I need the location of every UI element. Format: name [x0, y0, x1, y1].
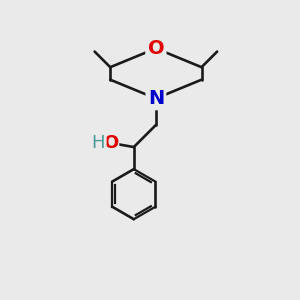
Text: N: N [148, 89, 164, 108]
Text: H: H [92, 134, 105, 152]
Text: O: O [103, 134, 118, 152]
Text: O: O [148, 39, 164, 58]
